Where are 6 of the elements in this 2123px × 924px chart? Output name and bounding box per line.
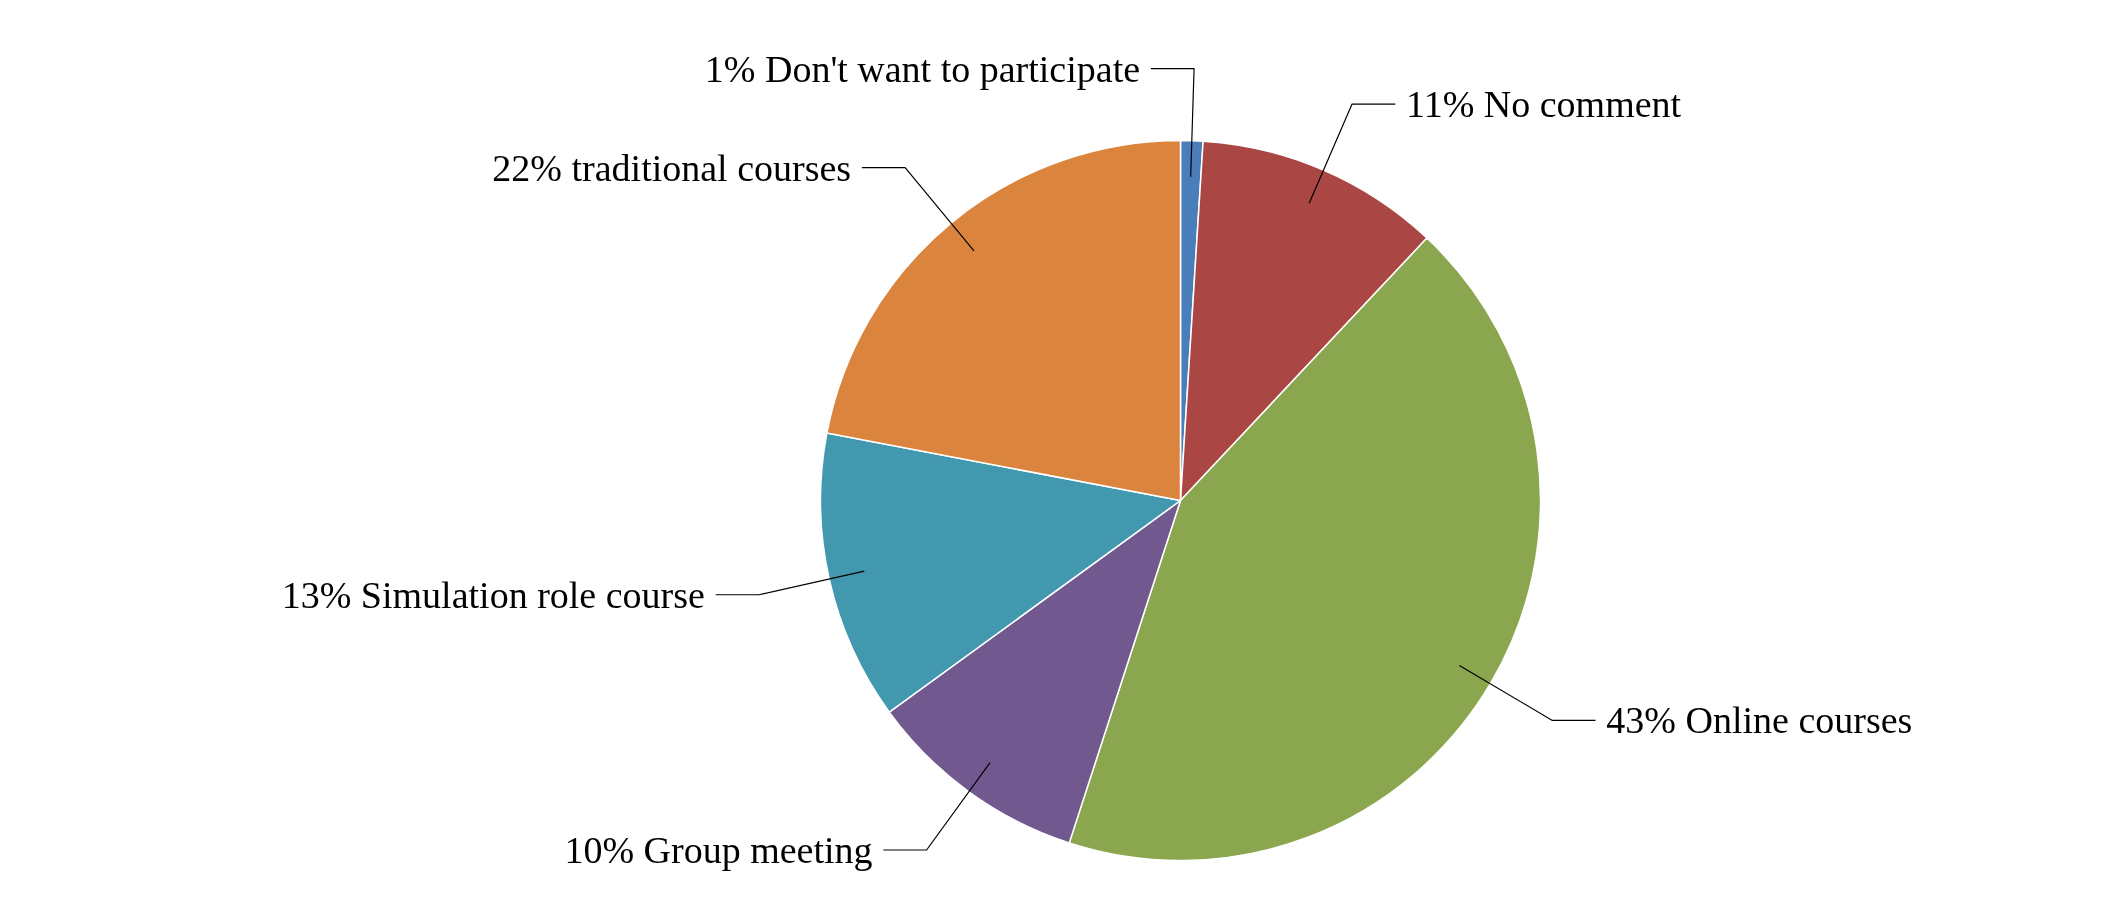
slice-label: 43% Online courses xyxy=(1606,699,1913,742)
slice-label: 22% traditional courses xyxy=(492,146,852,189)
slice-label: 1% Don't want to participate xyxy=(704,47,1141,90)
slice-label: 11% No comment xyxy=(1406,83,1682,126)
slice-label: 10% Group meeting xyxy=(564,829,873,871)
slice-label: 13% Simulation role course xyxy=(281,573,705,616)
